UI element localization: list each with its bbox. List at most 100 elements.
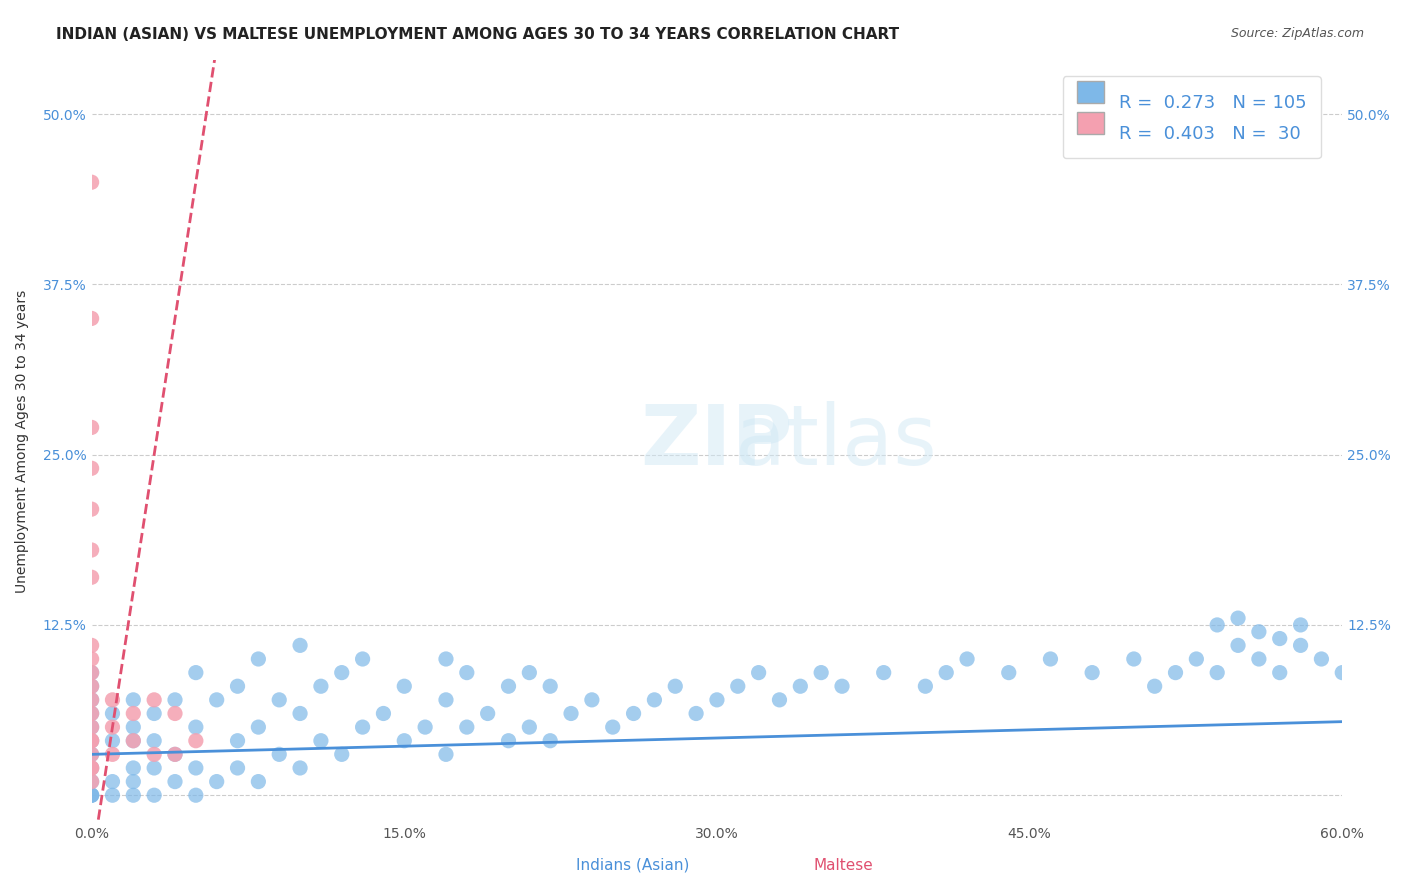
- Point: [80, 733, 103, 747]
- Point: [269, 693, 291, 707]
- Point: [247, 720, 270, 734]
- Point: [143, 706, 166, 721]
- Point: [623, 706, 645, 721]
- Point: [122, 761, 145, 775]
- Text: Maltese: Maltese: [814, 858, 873, 872]
- Point: [1143, 679, 1166, 693]
- Point: [434, 747, 457, 762]
- Point: [538, 733, 561, 747]
- Point: [205, 774, 228, 789]
- Point: [80, 652, 103, 666]
- Point: [1164, 665, 1187, 680]
- Point: [602, 720, 624, 734]
- Point: [517, 665, 540, 680]
- Point: [80, 788, 103, 802]
- Point: [143, 733, 166, 747]
- Point: [184, 720, 207, 734]
- Point: [80, 420, 103, 434]
- Point: [122, 733, 145, 747]
- Point: [80, 502, 103, 516]
- Point: [247, 774, 270, 789]
- Point: [80, 543, 103, 558]
- Point: [122, 720, 145, 734]
- Point: [163, 774, 186, 789]
- Point: [1206, 665, 1229, 680]
- Text: atlas: atlas: [735, 401, 936, 482]
- Text: INDIAN (ASIAN) VS MALTESE UNEMPLOYMENT AMONG AGES 30 TO 34 YEARS CORRELATION CHA: INDIAN (ASIAN) VS MALTESE UNEMPLOYMENT A…: [56, 27, 900, 42]
- Point: [80, 747, 103, 762]
- Point: [80, 774, 103, 789]
- Point: [831, 679, 853, 693]
- Point: [226, 679, 249, 693]
- Point: [101, 720, 124, 734]
- Point: [80, 706, 103, 721]
- Point: [1331, 665, 1354, 680]
- Point: [101, 706, 124, 721]
- Point: [1289, 618, 1312, 632]
- Point: [394, 679, 416, 693]
- Point: [80, 788, 103, 802]
- Point: [80, 570, 103, 584]
- Point: [80, 720, 103, 734]
- Point: [288, 706, 311, 721]
- Point: [80, 761, 103, 775]
- Point: [330, 747, 353, 762]
- Point: [997, 665, 1019, 680]
- Point: [288, 761, 311, 775]
- Point: [330, 665, 353, 680]
- Point: [226, 733, 249, 747]
- Point: [269, 747, 291, 762]
- Point: [80, 679, 103, 693]
- Point: [163, 747, 186, 762]
- Point: [288, 639, 311, 653]
- Point: [352, 720, 374, 734]
- Point: [226, 761, 249, 775]
- Point: [914, 679, 936, 693]
- Point: [101, 747, 124, 762]
- Point: [1247, 652, 1270, 666]
- Point: [434, 652, 457, 666]
- Text: Source: ZipAtlas.com: Source: ZipAtlas.com: [1230, 27, 1364, 40]
- Point: [706, 693, 728, 707]
- Point: [581, 693, 603, 707]
- Point: [80, 693, 103, 707]
- Point: [80, 175, 103, 189]
- Point: [768, 693, 790, 707]
- Point: [80, 706, 103, 721]
- Point: [101, 693, 124, 707]
- Point: [163, 747, 186, 762]
- Point: [517, 720, 540, 734]
- Point: [80, 733, 103, 747]
- Point: [1247, 624, 1270, 639]
- Point: [80, 665, 103, 680]
- Point: [80, 788, 103, 802]
- Point: [80, 679, 103, 693]
- Point: [184, 665, 207, 680]
- Point: [873, 665, 896, 680]
- Point: [80, 761, 103, 775]
- Point: [184, 761, 207, 775]
- Point: [163, 706, 186, 721]
- Point: [1227, 611, 1250, 625]
- Point: [352, 652, 374, 666]
- Point: [538, 679, 561, 693]
- Y-axis label: Unemployment Among Ages 30 to 34 years: Unemployment Among Ages 30 to 34 years: [15, 289, 30, 592]
- Point: [1268, 632, 1291, 646]
- Point: [80, 639, 103, 653]
- Point: [498, 679, 520, 693]
- Point: [560, 706, 582, 721]
- Point: [184, 788, 207, 802]
- Point: [101, 733, 124, 747]
- Point: [935, 665, 957, 680]
- Point: [122, 693, 145, 707]
- Point: [434, 693, 457, 707]
- Point: [309, 679, 332, 693]
- Point: [80, 720, 103, 734]
- Text: ZIP: ZIP: [641, 401, 793, 482]
- Point: [685, 706, 707, 721]
- Point: [247, 652, 270, 666]
- Point: [101, 774, 124, 789]
- Point: [373, 706, 395, 721]
- Point: [1185, 652, 1208, 666]
- Point: [956, 652, 979, 666]
